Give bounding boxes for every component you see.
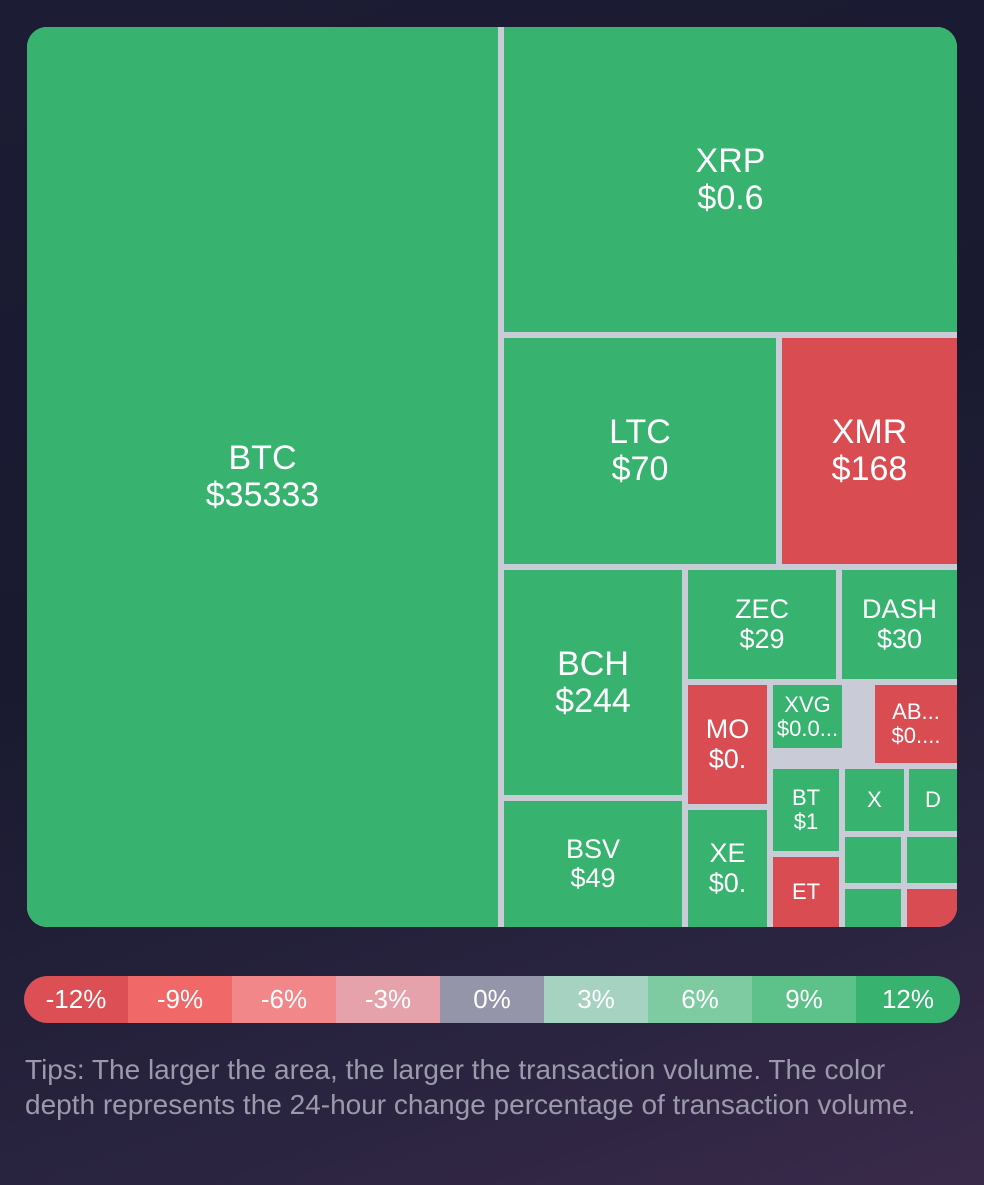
treemap-tile[interactable]: BCH $244 bbox=[504, 570, 682, 795]
tile-price: $70 bbox=[611, 450, 669, 488]
tile-symbol: D bbox=[925, 787, 941, 813]
legend-cell: 6% bbox=[648, 976, 752, 1023]
tile-price: $30 bbox=[876, 623, 923, 654]
tile-symbol: AB... bbox=[892, 699, 940, 725]
treemap-tile[interactable]: XRP $0.6 bbox=[504, 27, 957, 332]
tile-price: $244 bbox=[555, 681, 631, 720]
tile-symbol: MO bbox=[705, 714, 750, 745]
tile-symbol: XVG bbox=[784, 691, 831, 717]
legend-cell: 9% bbox=[752, 976, 856, 1023]
tile-symbol: X bbox=[867, 787, 882, 813]
treemap-tile[interactable]: D bbox=[909, 769, 957, 831]
tile-symbol: ET bbox=[791, 879, 821, 905]
treemap-tile[interactable]: BTC $35333 bbox=[27, 27, 498, 927]
legend-cell: -12% bbox=[24, 976, 128, 1023]
treemap-tile[interactable]: AB... $0.... bbox=[875, 685, 957, 763]
tile-symbol: XE bbox=[709, 838, 746, 869]
legend-cell: -9% bbox=[128, 976, 232, 1023]
tile-price: $0.... bbox=[891, 723, 941, 748]
tile-symbol: XRP bbox=[695, 141, 766, 180]
legend-cell: 0% bbox=[440, 976, 544, 1023]
tile-symbol: BTC bbox=[228, 439, 297, 478]
tile-symbol: DASH bbox=[861, 594, 937, 625]
treemap-tile[interactable]: ET bbox=[773, 857, 839, 927]
tile-symbol: ZEC bbox=[735, 594, 789, 625]
legend-cell: -6% bbox=[232, 976, 336, 1023]
treemap-tile[interactable]: DASH $30 bbox=[842, 570, 957, 679]
tile-symbol: BT bbox=[791, 785, 821, 811]
tile-price: $49 bbox=[570, 863, 616, 893]
treemap-tile[interactable] bbox=[845, 837, 901, 883]
tile-price: $168 bbox=[831, 450, 908, 488]
treemap-tile[interactable]: BSV $49 bbox=[504, 801, 682, 927]
treemap-chart: BTC $35333 XRP $0.6 LTC $70 XMR $168 BCH $244 ZEC $… bbox=[27, 27, 957, 927]
legend-cell: 3% bbox=[544, 976, 648, 1023]
treemap-tile[interactable]: XE $0. bbox=[688, 810, 767, 927]
tile-price: $1 bbox=[793, 809, 819, 834]
treemap-tile[interactable]: X bbox=[845, 769, 904, 831]
treemap-tile[interactable] bbox=[907, 889, 957, 927]
legend-cell: 12% bbox=[856, 976, 960, 1023]
treemap-tile[interactable]: ZEC $29 bbox=[688, 570, 836, 679]
tile-symbol: LTC bbox=[609, 413, 671, 452]
tile-symbol: BCH bbox=[557, 644, 629, 683]
treemap-tile[interactable]: BT $1 bbox=[773, 769, 839, 851]
treemap-tile[interactable]: XVG $0.0... bbox=[773, 685, 842, 748]
treemap-tile[interactable]: MO $0. bbox=[688, 685, 767, 804]
legend-cell: -3% bbox=[336, 976, 440, 1023]
treemap-tile[interactable] bbox=[845, 889, 901, 927]
tile-price: $35333 bbox=[205, 476, 320, 514]
treemap-tile[interactable]: XMR $168 bbox=[782, 338, 957, 564]
tile-price: $0.0... bbox=[776, 715, 839, 741]
tile-symbol: BSV bbox=[565, 833, 621, 864]
tile-price: $0.6 bbox=[697, 178, 764, 217]
treemap-tile[interactable] bbox=[907, 837, 957, 883]
color-legend: -12% -9% -6% -3% 0% 3% 6% 9% 12% bbox=[24, 976, 960, 1023]
tile-symbol: XMR bbox=[831, 413, 908, 452]
tips-text: Tips: The larger the area, the larger th… bbox=[25, 1054, 916, 1120]
tile-price: $29 bbox=[739, 623, 785, 654]
tile-price: $0. bbox=[708, 743, 747, 774]
treemap-tile[interactable]: LTC $70 bbox=[504, 338, 776, 564]
tile-price: $0. bbox=[708, 867, 747, 898]
